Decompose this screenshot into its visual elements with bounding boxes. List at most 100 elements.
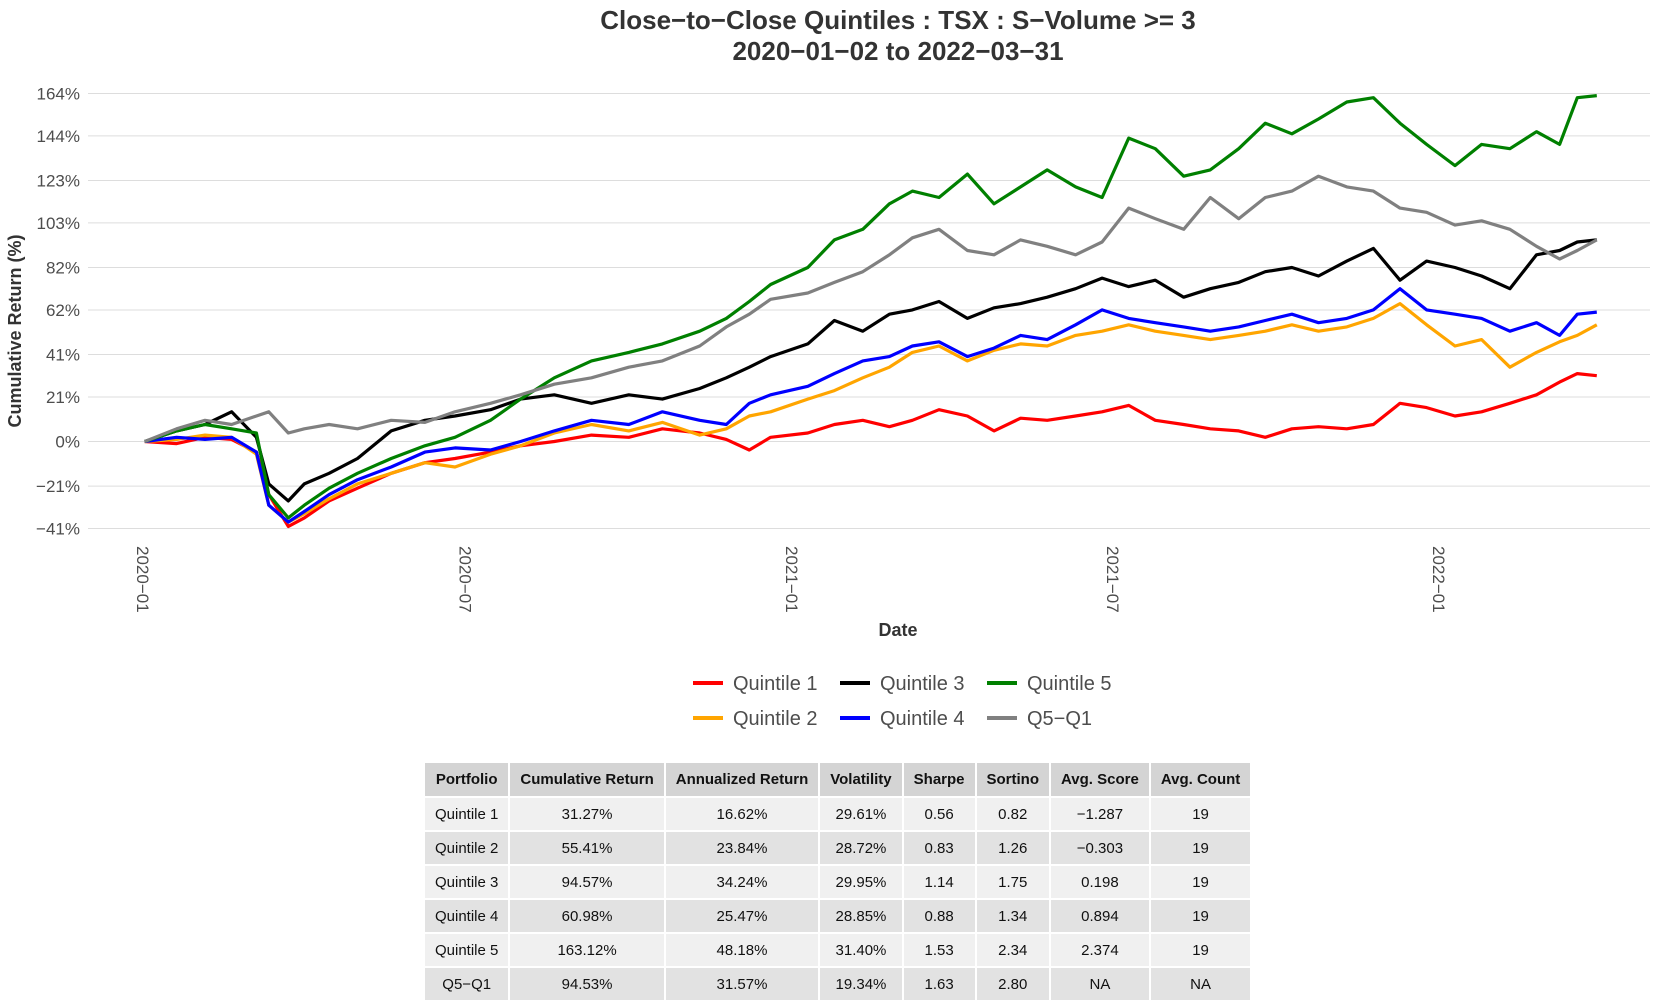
table-cell: Quintile 3 [422, 864, 511, 900]
table-cell: 2.34 [974, 932, 1052, 968]
table-cell: 1.26 [974, 830, 1052, 866]
table-cell: 28.85% [818, 898, 904, 934]
x-tick-label: 2020−01 [133, 546, 152, 613]
table-header-cell: Annualized Return [663, 761, 821, 798]
table-cell: 19 [1148, 864, 1253, 900]
x-tick-label: 2020−07 [456, 546, 475, 613]
legend-label: Q5−Q1 [1027, 708, 1092, 730]
legend-label: Quintile 2 [733, 708, 818, 730]
table-cell: 19 [1148, 898, 1253, 934]
table-cell: 29.95% [818, 864, 904, 900]
table-cell: 1.53 [901, 932, 977, 968]
series-line-quintile-2 [144, 302, 1598, 524]
y-tick-label: 103% [37, 214, 80, 233]
series-lines [144, 94, 1598, 529]
y-tick-label: 41% [46, 346, 80, 365]
chart-subtitle: 2020−01−02 to 2022−03−31 [732, 36, 1063, 66]
table-cell: 28.72% [818, 830, 904, 866]
y-tick-label: 144% [37, 127, 80, 146]
table-cell: 2.80 [974, 966, 1052, 1002]
table-row: Quintile 1 31.27% 16.62% 29.61% 0.56 0.82 −1.2… [422, 796, 1253, 832]
table-cell: 1.75 [974, 864, 1052, 900]
legend-label: Quintile 1 [733, 673, 818, 695]
table-cell: 0.56 [901, 796, 977, 832]
table-cell: Q5−Q1 [422, 966, 511, 1002]
table-cell: Quintile 1 [422, 796, 511, 832]
y-tick-label: −41% [36, 520, 80, 539]
table-header-row: Portfolio Cumulative Return Annualized Ret… [422, 761, 1253, 798]
series-line-quintile-4 [144, 287, 1597, 524]
table-cell: 1.63 [901, 966, 977, 1002]
table-header-cell: Avg. Score [1049, 761, 1151, 798]
table-cell: Quintile 5 [422, 932, 511, 968]
series-line-quintile-5 [144, 94, 1597, 520]
table-row: Quintile 5 163.12% 48.18% 31.40% 1.53 2.34 2.3… [422, 932, 1253, 968]
table-row: Quintile 3 94.57% 34.24% 29.95% 1.14 1.75 0.19… [422, 864, 1253, 900]
y-tick-label: 164% [37, 84, 80, 103]
y-axis-tick-labels: −41% −21% 0% 21% 41% 62% 82% 103% 123% 144% 164% [36, 84, 80, 538]
table-cell: 1.14 [901, 864, 977, 900]
table-cell: 31.27% [508, 796, 666, 832]
table-cell: 31.40% [818, 932, 904, 968]
table-cell: NA [1049, 966, 1151, 1002]
series-line-q5-q1 [144, 174, 1598, 443]
table-cell: 31.57% [663, 966, 821, 1002]
table-cell: 55.41% [508, 830, 666, 866]
x-axis-tick-labels: 2020−01 2020−07 2021−01 2021−07 2022−01 [133, 546, 1448, 613]
table-cell: 0.82 [974, 796, 1052, 832]
y-axis-title: Cumulative Return (%) [5, 234, 25, 427]
table-cell: 60.98% [508, 898, 666, 934]
table-cell: 48.18% [663, 932, 821, 968]
table-cell: 2.374 [1049, 932, 1151, 968]
legend: Quintile 1 Quintile 3 Quintile 5 Quintile 2… [693, 673, 1112, 730]
cumulative-return-chart: Close−to−Close Quintiles : TSX : S−Volum… [5, 5, 1650, 730]
table-header-cell: Sortino [974, 761, 1052, 798]
legend-label: Quintile 3 [880, 673, 965, 695]
table-cell: 19 [1148, 830, 1253, 866]
table-cell: 34.24% [663, 864, 821, 900]
table-cell: 94.57% [508, 864, 666, 900]
table-cell: 0.88 [901, 898, 977, 934]
y-tick-label: −21% [36, 477, 80, 496]
series-line-quintile-3 [144, 238, 1597, 503]
y-tick-label: 0% [55, 433, 80, 452]
legend-label: Quintile 5 [1027, 673, 1112, 695]
table-cell: 163.12% [508, 932, 666, 968]
table-row: Quintile 2 55.41% 23.84% 28.72% 0.83 1.26 −0.3… [422, 830, 1253, 866]
table-cell: 0.894 [1049, 898, 1151, 934]
table-cell: 1.34 [974, 898, 1052, 934]
table-header-cell: Cumulative Return [508, 761, 666, 798]
table-header-cell: Portfolio [422, 761, 511, 798]
y-tick-label: 21% [46, 388, 80, 407]
table-cell: NA [1148, 966, 1253, 1002]
table-cell: Quintile 4 [422, 898, 511, 934]
table-cell: 29.61% [818, 796, 904, 832]
table-row: Quintile 4 60.98% 25.47% 28.85% 0.88 1.34 0.89… [422, 898, 1253, 934]
y-tick-label: 123% [37, 171, 80, 190]
table-cell: −1.287 [1049, 796, 1151, 832]
table-cell: 23.84% [663, 830, 821, 866]
x-tick-label: 2022−01 [1429, 546, 1448, 613]
table-cell: 19 [1148, 932, 1253, 968]
chart-title: Close−to−Close Quintiles : TSX : S−Volum… [600, 5, 1196, 35]
table-cell: 25.47% [663, 898, 821, 934]
legend-label: Quintile 4 [880, 708, 965, 730]
table-header-cell: Volatility [818, 761, 904, 798]
table-cell: Quintile 2 [422, 830, 511, 866]
table-header-cell: Sharpe [901, 761, 977, 798]
table-cell: 16.62% [663, 796, 821, 832]
y-tick-label: 82% [46, 258, 80, 277]
table-row: Q5−Q1 94.53% 31.57% 19.34% 1.63 2.80 NA NA [422, 966, 1253, 1002]
x-tick-label: 2021−07 [1103, 546, 1122, 613]
y-tick-label: 62% [46, 301, 80, 320]
table-cell: 19.34% [818, 966, 904, 1002]
x-tick-label: 2021−01 [782, 546, 801, 613]
x-axis-title: Date [878, 620, 917, 640]
table-cell: 19 [1148, 796, 1253, 832]
table-cell: −0.303 [1049, 830, 1151, 866]
table-cell: 0.198 [1049, 864, 1151, 900]
table-cell: 0.83 [901, 830, 977, 866]
performance-stats-table: Portfolio Cumulative Return Annualized Ret… [422, 761, 1253, 1002]
table-header-cell: Avg. Count [1148, 761, 1253, 798]
series-line-quintile-1 [144, 372, 1597, 529]
